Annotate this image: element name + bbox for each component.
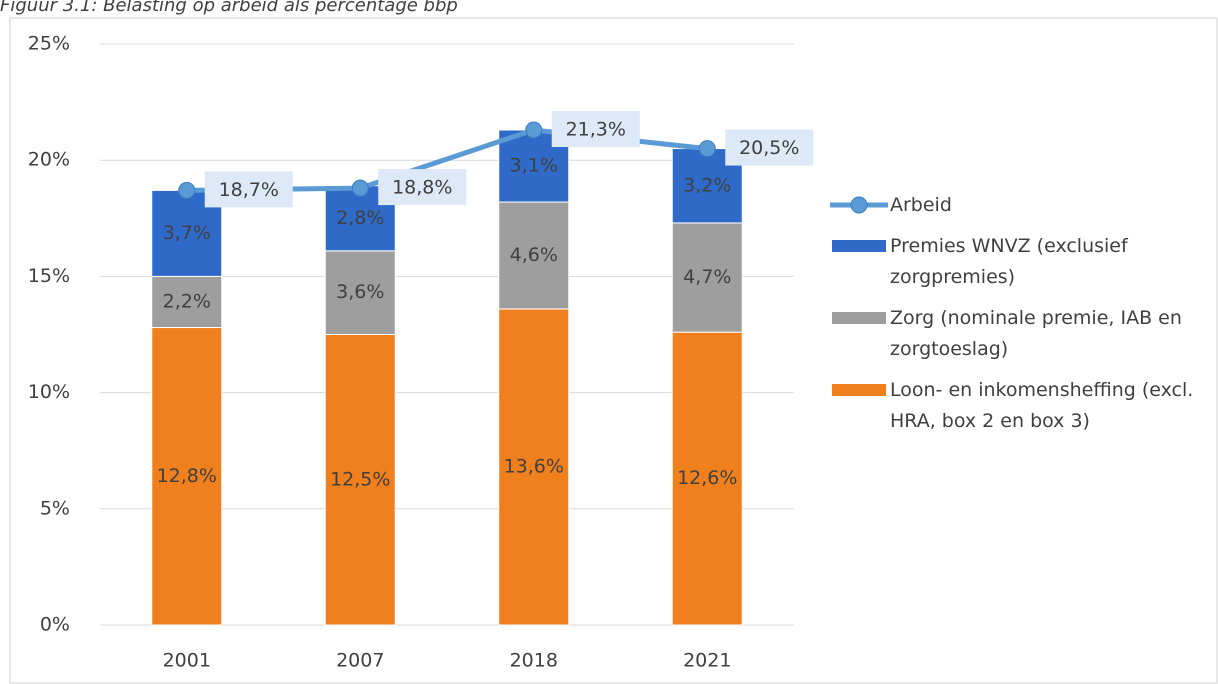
data-label: 3,2%	[683, 174, 731, 196]
data-label-box	[204, 171, 293, 208]
legend-item: Premies WNVZ (exclusief zorgpremies)	[830, 231, 1210, 293]
line-marker	[351, 179, 369, 197]
legend-swatch	[830, 303, 890, 334]
chart-title: Figuur 3.1: Belasting op arbeid als perc…	[0, 0, 458, 16]
legend-label: Arbeid	[890, 194, 952, 216]
y-tick-label: 5%	[40, 497, 70, 519]
bar-segment	[671, 331, 743, 626]
y-tick-label: 15%	[28, 265, 70, 287]
data-label: 3,7%	[163, 222, 211, 244]
bar-segment	[324, 250, 396, 335]
legend-item: Arbeid	[830, 190, 1210, 221]
data-label: 2,2%	[163, 290, 211, 312]
line-marker	[698, 140, 716, 158]
bar-segment	[498, 308, 570, 626]
legend-swatch	[830, 231, 890, 262]
legend-item: Zorg (nominale premie, IAB en zorgtoesla…	[830, 303, 1210, 365]
data-label: 3,1%	[510, 155, 558, 177]
chart-frame	[9, 17, 1218, 684]
data-label: 12,6%	[677, 467, 737, 489]
x-tick-label: 2021	[683, 650, 731, 672]
data-label-box	[725, 129, 814, 166]
bar-segment	[498, 201, 570, 310]
data-label-box	[551, 110, 640, 147]
data-label: 12,5%	[330, 468, 390, 490]
y-tick-label: 10%	[28, 381, 70, 403]
data-label: 13,6%	[504, 455, 564, 477]
data-label: 2,8%	[336, 207, 384, 229]
bar-segment	[671, 222, 743, 333]
legend-label: Premies WNVZ (exclusief zorgpremies)	[890, 235, 1128, 288]
data-label: 4,6%	[510, 244, 558, 266]
line-marker	[178, 181, 196, 199]
bar-segment	[151, 275, 223, 329]
legend-swatch	[830, 375, 890, 406]
x-tick-label: 2018	[510, 650, 558, 672]
legend: Arbeid Premies WNVZ (exclusief zorgpremie…	[830, 190, 1210, 447]
bar-segment	[151, 189, 223, 277]
data-label: 20,5%	[739, 137, 799, 159]
data-label: 12,8%	[157, 465, 217, 487]
data-label: 18,8%	[392, 177, 452, 199]
x-tick-label: 2001	[163, 650, 211, 672]
x-tick-label: 2007	[336, 650, 384, 672]
y-tick-label: 25%	[28, 33, 70, 55]
bar-segment	[324, 334, 396, 626]
legend-label: Loon- en inkomensheffing (excl. HRA, box…	[890, 379, 1194, 432]
data-label: 4,7%	[683, 266, 731, 288]
legend-label: Zorg (nominale premie, IAB en zorgtoesla…	[890, 307, 1182, 360]
legend-item: Loon- en inkomensheffing (excl. HRA, box…	[830, 375, 1210, 437]
bar-segment	[151, 327, 223, 626]
y-tick-label: 20%	[28, 149, 70, 171]
line-marker	[525, 121, 543, 139]
data-label: 21,3%	[566, 118, 626, 140]
data-label-box	[378, 169, 467, 206]
data-label: 18,7%	[219, 179, 279, 201]
y-tick-label: 0%	[40, 614, 70, 636]
data-label: 3,6%	[336, 281, 384, 303]
legend-swatch	[830, 190, 890, 221]
